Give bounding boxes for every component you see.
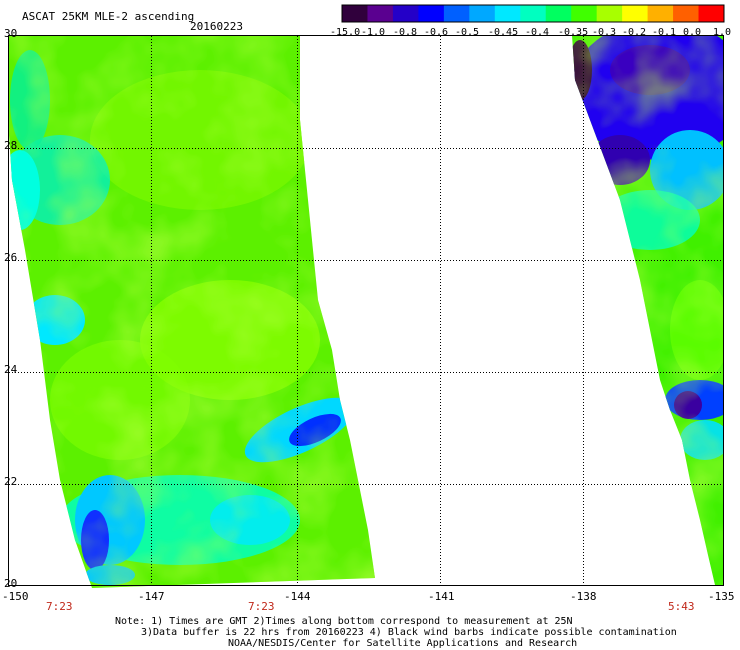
lat-label: 22 — [4, 475, 18, 488]
colorbar-swatch — [494, 5, 521, 22]
swath-time: 5:43 — [668, 600, 695, 613]
note-line-3: NOAA/NESDIS/Center for Satellite Applica… — [228, 638, 578, 649]
swath-right — [572, 35, 724, 585]
lat-label: 30 — [4, 27, 18, 40]
colorbar-swatch — [622, 5, 649, 22]
colorbar-swatch — [647, 5, 674, 22]
colorbar-border — [341, 4, 725, 23]
lon-label: -135 — [708, 591, 735, 603]
colorbar-label: -0.8 — [393, 27, 418, 38]
colorbar-label: 1.0 — [713, 27, 732, 38]
note-line-2: 3)Data buffer is 22 hrs from 20160223 4)… — [141, 627, 677, 638]
graticule — [9, 36, 723, 585]
colorbar-swatch — [469, 5, 496, 22]
colorbar-swatch — [545, 5, 572, 22]
colorbar-label: -0.5 — [455, 27, 480, 38]
colorbar-swatch — [571, 5, 598, 22]
lon-label: -147 — [138, 590, 165, 603]
lon-label: -138 — [570, 590, 597, 603]
colorbar-swatch — [418, 5, 445, 22]
lat-label: 28 — [4, 139, 18, 152]
lat-label: 26 — [4, 251, 18, 264]
colorbar-label: -15.0 — [330, 27, 361, 38]
swath-time: 7:23 — [46, 600, 73, 613]
colorbar — [341, 4, 725, 23]
colorbar-label: -0.3 — [592, 27, 617, 38]
note-line-1: Note: 1) Times are GMT 2)Times along bot… — [115, 616, 573, 627]
colorbar-label: -0.2 — [622, 27, 647, 38]
lon-label: -141 — [428, 590, 455, 603]
colorbar-swatch — [367, 5, 394, 22]
lat-label: 20 — [4, 577, 18, 590]
lat-label: 24 — [4, 363, 18, 376]
colorbar-swatch — [392, 5, 419, 22]
colorbar-label: 0.0 — [683, 27, 702, 38]
lon-label: -150 — [2, 590, 29, 603]
colorbar-labels: -15.0 -1.0 -0.8 -0.6 -0.5 -0.45 -0.4 -0.… — [330, 27, 732, 39]
colorbar-swatch — [698, 5, 725, 22]
colorbar-swatch — [673, 5, 700, 22]
colorbar-swatch — [520, 5, 547, 22]
colorbar-swatch — [596, 5, 623, 22]
swath-left — [8, 35, 375, 588]
map-frame — [8, 35, 724, 586]
lon-label: -144 — [284, 590, 311, 603]
colorbar-swatch — [443, 5, 470, 22]
map-date: 20160223 — [190, 20, 243, 33]
colorbar-label: -0.45 — [488, 27, 519, 38]
colorbar-label: -0.35 — [558, 27, 589, 38]
colorbar-label: -0.4 — [525, 27, 550, 38]
colorbar-swatch — [342, 5, 368, 22]
colorbar-label: -0.6 — [424, 27, 449, 38]
colorbar-label: -0.1 — [652, 27, 677, 38]
colorbar-label: -1.0 — [361, 27, 386, 38]
map-title: ASCAT 25KM MLE-2 ascending — [22, 10, 195, 23]
swath-time: 7:23 — [248, 600, 275, 613]
